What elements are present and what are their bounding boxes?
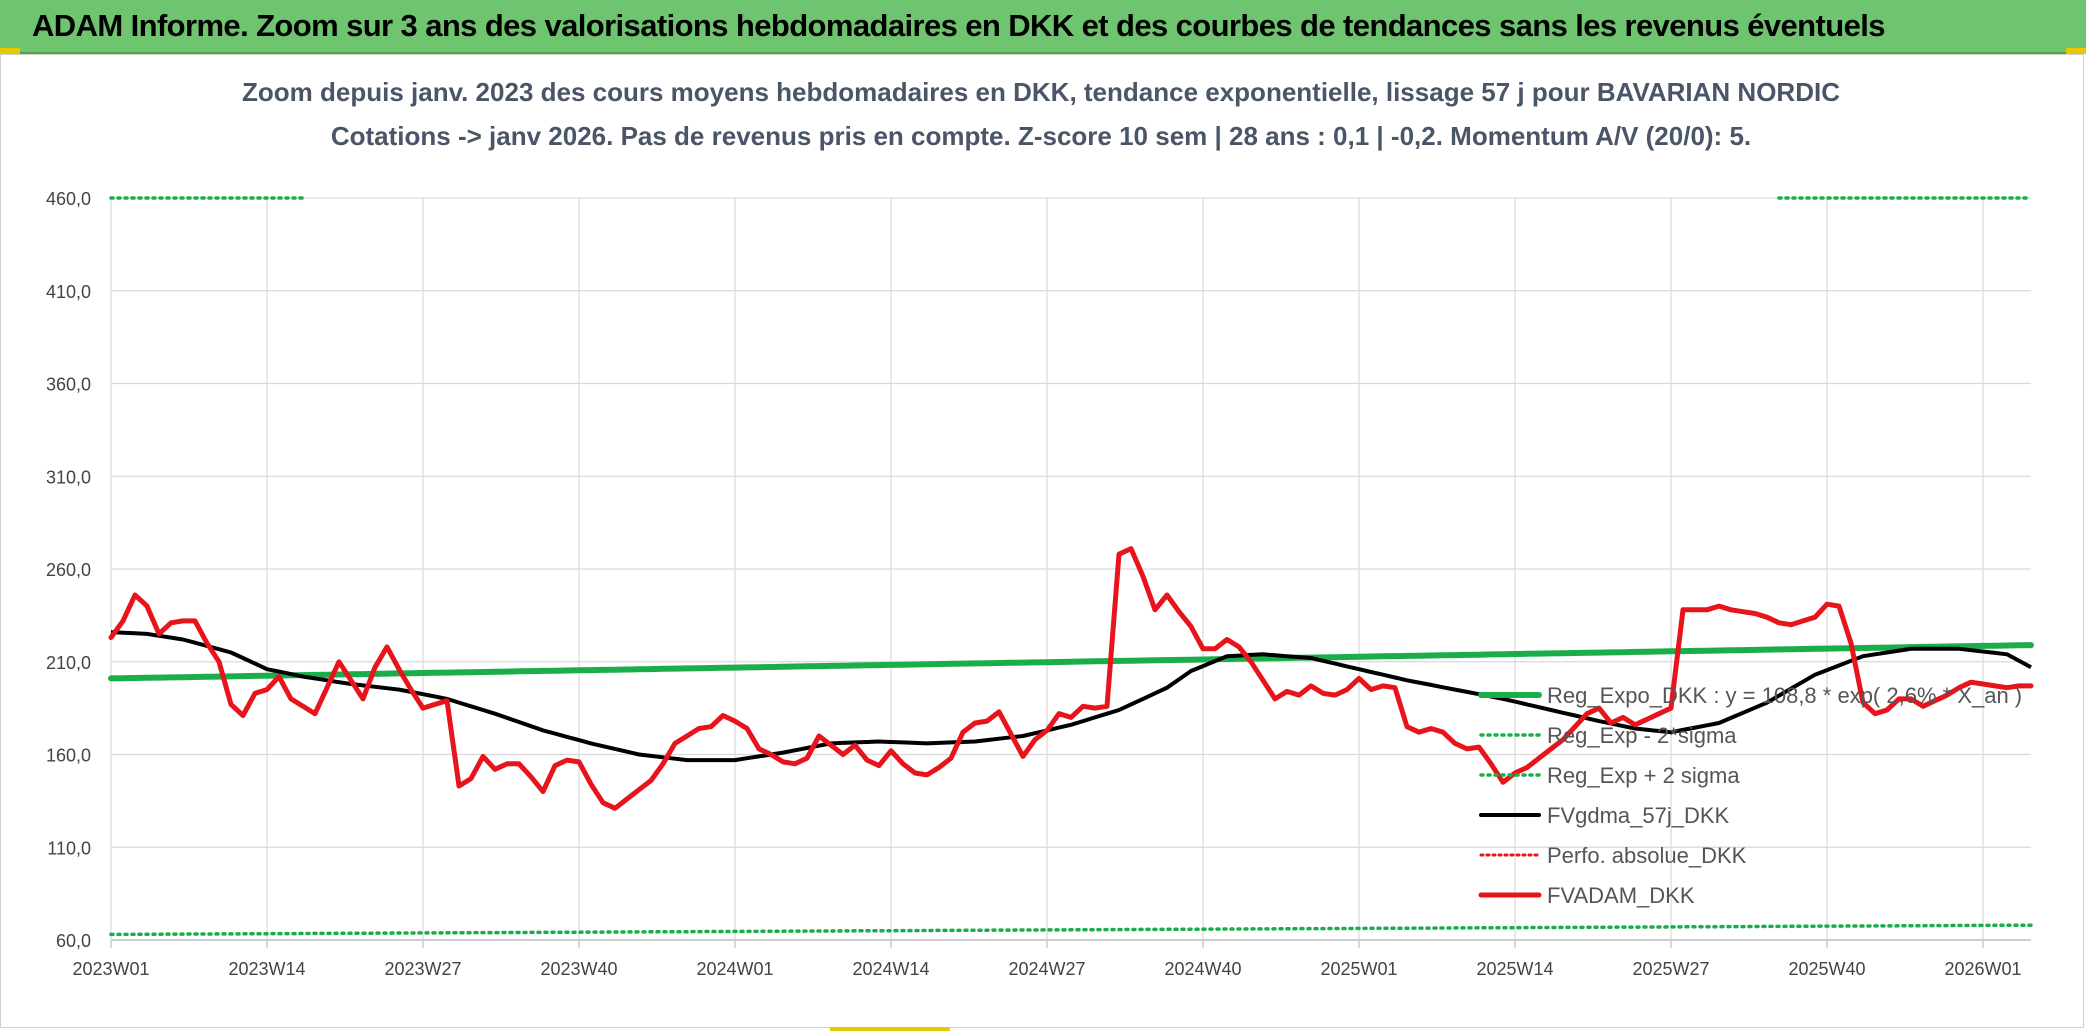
series-reg-expo xyxy=(108,642,2034,682)
header-accent-left xyxy=(0,48,20,54)
chart: 60,0 110,0 160,0 210,0 260,0 310,0 360,0 410,0 4… xyxy=(46,67,2034,979)
legend: Reg_Expo_DKK : y = 108,8 * exp( 2,6% * X… xyxy=(1478,683,2022,908)
x-tick-label: 2023W14 xyxy=(228,959,305,979)
x-tick-label: 2024W01 xyxy=(696,959,773,979)
y-tick-label: 110,0 xyxy=(47,838,91,858)
y-tick-label: 410,0 xyxy=(46,282,91,302)
chart-frame: 60,0 110,0 160,0 210,0 260,0 310,0 360,0 410,0 4… xyxy=(0,54,2084,1028)
y-tick-label: 60,0 xyxy=(56,931,91,951)
series-fvadam xyxy=(108,546,2034,811)
y-tick-label: 310,0 xyxy=(46,467,91,487)
x-tick-label: 2025W14 xyxy=(1476,959,1553,979)
header-bar: ADAM Informe. Zoom sur 3 ans des valoris… xyxy=(0,0,2086,54)
x-tick-label: 2023W40 xyxy=(540,959,617,979)
title-backdrop xyxy=(316,67,1766,165)
y-tick-label: 360,0 xyxy=(46,375,91,395)
y-tick-label: 160,0 xyxy=(46,746,91,766)
y-axis-ticks: 60,0 110,0 160,0 210,0 260,0 310,0 360,0 410,0 4… xyxy=(46,189,91,951)
x-tick-label: 2025W40 xyxy=(1788,959,1865,979)
x-tick-label: 2024W40 xyxy=(1164,959,1241,979)
x-tick-label: 2024W27 xyxy=(1008,959,1085,979)
x-tick-label: 2024W14 xyxy=(852,959,929,979)
x-axis-ticks: 2023W01 2023W14 2023W27 2023W40 2024W01 2024W… xyxy=(72,959,2021,979)
x-tick-label: 2025W01 xyxy=(1320,959,1397,979)
y-tick-label: 260,0 xyxy=(46,560,91,580)
series-fvgdma xyxy=(110,630,2032,763)
legend-label-sigma_high: Reg_Exp + 2 sigma xyxy=(1547,763,1740,788)
x-tick-label: 2026W01 xyxy=(1944,959,2021,979)
series-layer xyxy=(108,196,2034,937)
grid xyxy=(110,197,2031,948)
legend-label-fvgdma: FVgdma_57j_DKK xyxy=(1547,803,1730,828)
legend-label-perfo: Perfo. absolue_DKK xyxy=(1547,843,1747,868)
legend-label-sigma_low: Reg_Exp - 2*sigma xyxy=(1547,723,1737,748)
bottom-accent xyxy=(830,1027,950,1031)
chart-title-line2: Cotations -> janv 2026. Pas de revenus p… xyxy=(331,121,1751,151)
x-tick-label: 2023W01 xyxy=(72,959,149,979)
header-accent-right xyxy=(2066,48,2086,54)
x-tick-label: 2023W27 xyxy=(384,959,461,979)
legend-label-fvadam: FVADAM_DKK xyxy=(1547,883,1695,908)
y-tick-label: 460,0 xyxy=(46,189,91,209)
page-title: ADAM Informe. Zoom sur 3 ans des valoris… xyxy=(32,8,1885,43)
legend-label-reg_expo: Reg_Expo_DKK : y = 108,8 * exp( 2,6% * X… xyxy=(1547,683,2022,708)
series-reg-exp-minus-2sigma xyxy=(109,923,2033,937)
y-tick-label: 210,0 xyxy=(46,653,91,673)
x-tick-label: 2025W27 xyxy=(1632,959,1709,979)
chart-title-line1: Zoom depuis janv. 2023 des cours moyens … xyxy=(242,77,1840,107)
